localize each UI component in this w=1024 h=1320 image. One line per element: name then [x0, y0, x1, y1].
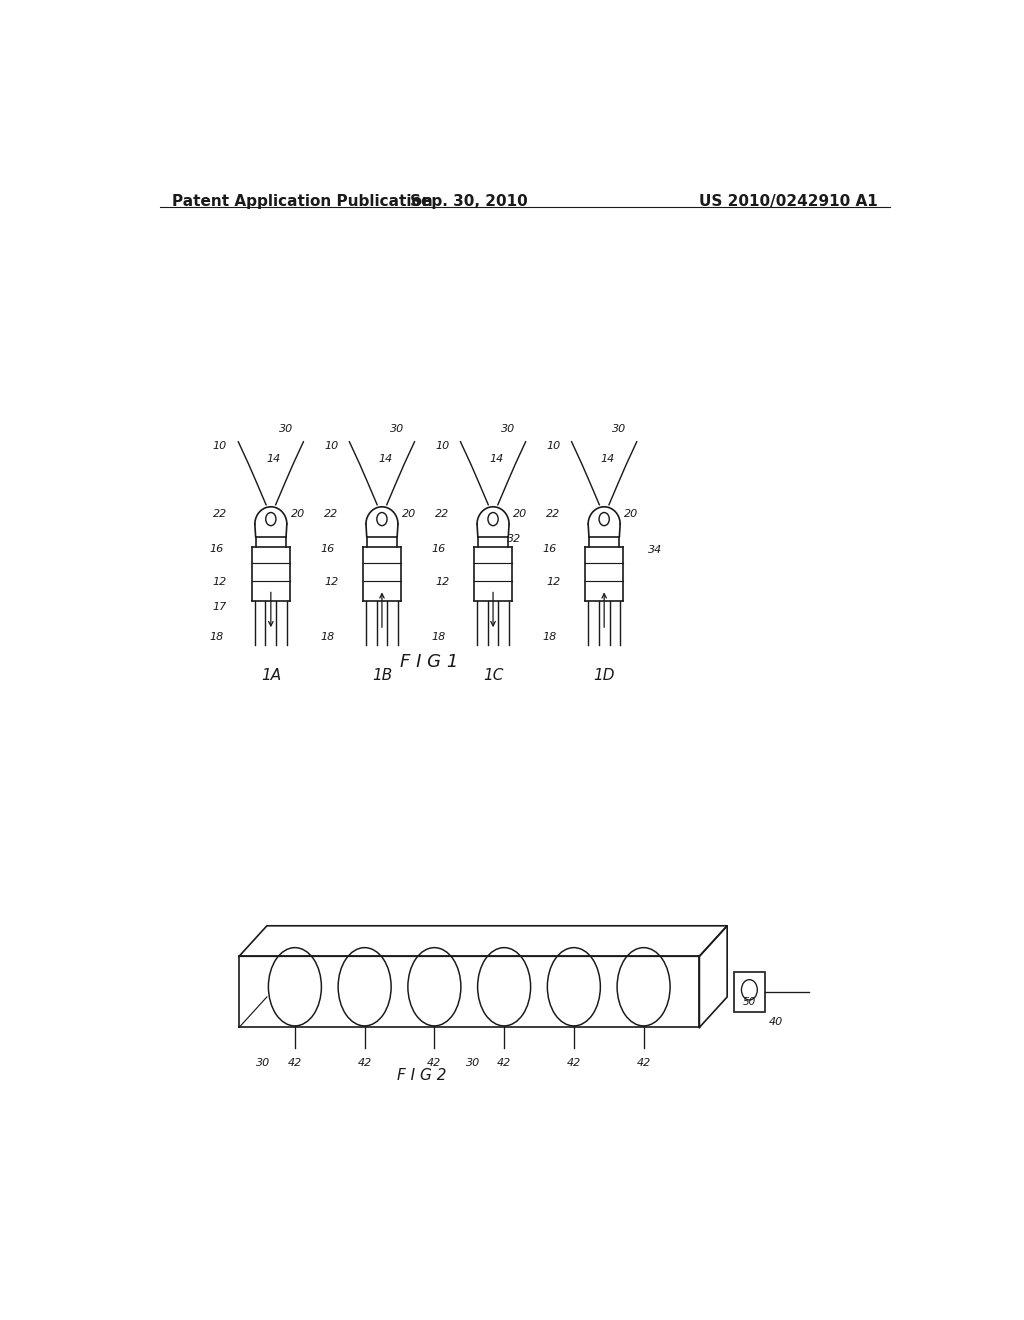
Text: 10: 10 — [435, 441, 450, 451]
Text: 16: 16 — [209, 544, 223, 554]
Text: 18: 18 — [321, 632, 334, 643]
Text: 30: 30 — [256, 1057, 270, 1068]
Text: 18: 18 — [209, 632, 223, 643]
Text: 42: 42 — [566, 1057, 581, 1068]
Text: 1D: 1D — [594, 668, 614, 682]
Text: 18: 18 — [543, 632, 557, 643]
Text: 42: 42 — [637, 1057, 650, 1068]
Text: 22: 22 — [546, 510, 560, 519]
Text: 30: 30 — [612, 424, 627, 433]
Text: 12: 12 — [324, 577, 338, 586]
Text: 22: 22 — [213, 510, 227, 519]
Text: 30: 30 — [501, 424, 515, 433]
Text: 10: 10 — [213, 441, 227, 451]
Text: 1B: 1B — [372, 668, 392, 682]
Text: Patent Application Publication: Patent Application Publication — [172, 194, 432, 209]
Text: 42: 42 — [357, 1057, 372, 1068]
Text: 34: 34 — [648, 545, 663, 554]
Text: 10: 10 — [324, 441, 338, 451]
Text: 20: 20 — [401, 510, 416, 519]
Text: 18: 18 — [431, 632, 445, 643]
Text: 1C: 1C — [483, 668, 503, 682]
Text: 32: 32 — [507, 533, 521, 544]
Text: 17: 17 — [213, 602, 227, 611]
Text: 50: 50 — [742, 997, 756, 1007]
Text: 16: 16 — [543, 544, 557, 554]
Text: 16: 16 — [431, 544, 445, 554]
Text: 20: 20 — [513, 510, 527, 519]
Text: 20: 20 — [291, 510, 305, 519]
Text: 22: 22 — [435, 510, 450, 519]
Text: 22: 22 — [324, 510, 338, 519]
Text: 1A: 1A — [261, 668, 281, 682]
Text: 30: 30 — [279, 424, 293, 433]
Text: 42: 42 — [497, 1057, 511, 1068]
Text: F I G 2: F I G 2 — [397, 1068, 446, 1082]
Text: 42: 42 — [427, 1057, 441, 1068]
Text: 10: 10 — [546, 441, 560, 451]
Text: 12: 12 — [435, 577, 450, 586]
Text: 12: 12 — [213, 577, 227, 586]
Text: Sep. 30, 2010: Sep. 30, 2010 — [411, 194, 528, 209]
Text: 30: 30 — [390, 424, 404, 433]
Text: 40: 40 — [769, 1018, 783, 1027]
Text: 14: 14 — [600, 454, 614, 465]
Text: 12: 12 — [546, 577, 560, 586]
Text: 14: 14 — [378, 454, 392, 465]
Text: 14: 14 — [489, 454, 504, 465]
Text: 14: 14 — [267, 454, 282, 465]
Text: 16: 16 — [321, 544, 334, 554]
Text: F I G 1: F I G 1 — [400, 652, 459, 671]
Text: 20: 20 — [624, 510, 638, 519]
Text: 30: 30 — [466, 1057, 480, 1068]
Text: 42: 42 — [288, 1057, 302, 1068]
Text: US 2010/0242910 A1: US 2010/0242910 A1 — [699, 194, 878, 209]
